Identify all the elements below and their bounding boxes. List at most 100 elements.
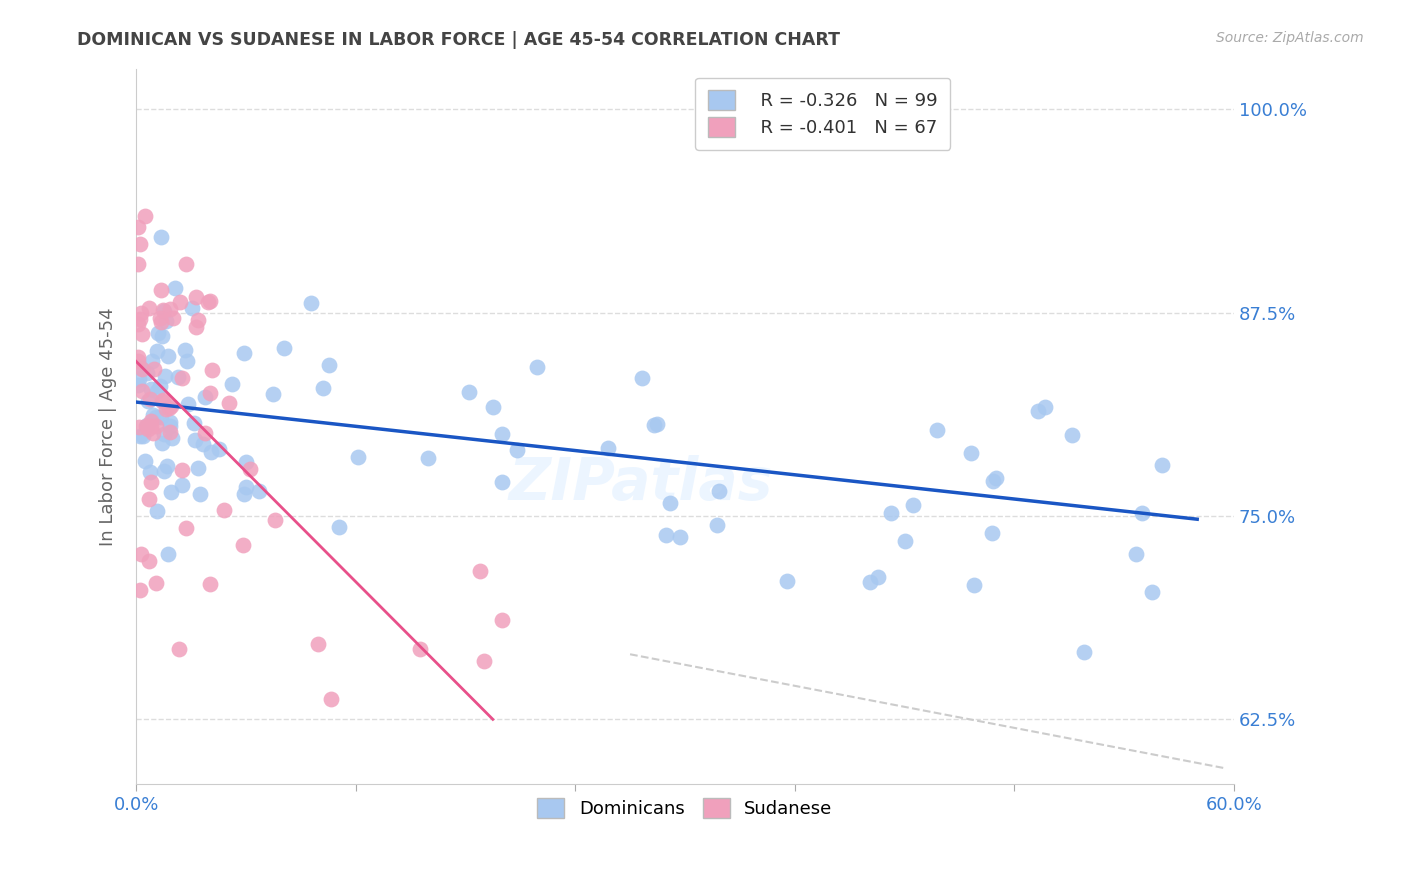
Point [645,417,668,431]
Point [169,641,191,656]
Point [470,565,492,579]
Point [198,576,221,591]
Point [1062,428,1084,442]
Point [183,416,205,430]
Point [200,294,222,309]
Point [198,386,221,401]
Point [131,361,153,376]
Point [127,354,149,368]
Point [598,441,620,455]
Point [176,354,198,368]
Point [149,310,172,325]
Point [963,578,986,592]
Point [156,459,179,474]
Point [128,582,150,597]
Point [174,257,197,271]
Point [184,433,207,447]
Point [959,445,981,459]
Point [160,484,183,499]
Point [143,362,166,376]
Point [927,423,949,437]
Point [135,419,157,434]
Point [776,574,799,588]
Point [142,426,165,441]
Point [981,525,1004,540]
Point [146,504,169,518]
Point [235,455,257,469]
Point [150,394,173,409]
Point [145,410,167,425]
Point [174,343,197,358]
Point [138,392,160,407]
Point [174,521,197,535]
Point [139,414,162,428]
Point [880,506,903,520]
Point [152,392,174,407]
Point [152,426,174,441]
Point [135,366,157,380]
Text: Source: ZipAtlas.com: Source: ZipAtlas.com [1216,31,1364,45]
Point [981,474,1004,488]
Point [134,454,156,468]
Point [128,419,150,434]
Point [181,301,204,315]
Point [127,219,149,234]
Point [172,463,194,477]
Point [157,401,180,415]
Point [208,442,231,457]
Point [233,487,256,501]
Point [150,410,173,425]
Point [172,370,194,384]
Point [127,378,149,392]
Point [868,570,890,584]
Point [491,427,513,442]
Point [1033,400,1056,414]
Point [901,498,924,512]
Point [145,575,167,590]
Point [172,477,194,491]
Point [159,415,181,429]
Point [299,295,322,310]
Point [706,517,728,532]
Point [145,419,167,434]
Point [136,417,159,432]
Point [156,350,179,364]
Point [155,402,177,417]
Point [149,284,172,298]
Point [458,384,481,399]
Point [153,303,176,318]
Point [262,386,284,401]
Point [162,431,184,445]
Point [312,381,335,395]
Point [136,419,159,434]
Point [232,539,254,553]
Point [128,429,150,443]
Point [139,465,162,479]
Point [131,327,153,342]
Point [141,419,163,434]
Point [221,376,243,391]
Point [1130,506,1153,520]
Point [128,360,150,375]
Point [129,306,152,320]
Text: ZIPatlas: ZIPatlas [509,455,773,512]
Point [264,513,287,527]
Point [328,520,350,534]
Point [153,368,176,383]
Point [146,326,169,340]
Point [136,394,159,409]
Point [134,209,156,223]
Point [188,486,211,500]
Point [177,397,200,411]
Y-axis label: In Labor Force | Age 45-54: In Labor Force | Age 45-54 [100,307,117,546]
Point [658,496,681,510]
Point [655,528,678,542]
Point [218,395,240,409]
Point [506,442,529,457]
Point [472,654,495,668]
Point [233,345,256,359]
Point [319,692,342,706]
Point [707,483,730,498]
Point [491,475,513,489]
Point [167,370,190,384]
